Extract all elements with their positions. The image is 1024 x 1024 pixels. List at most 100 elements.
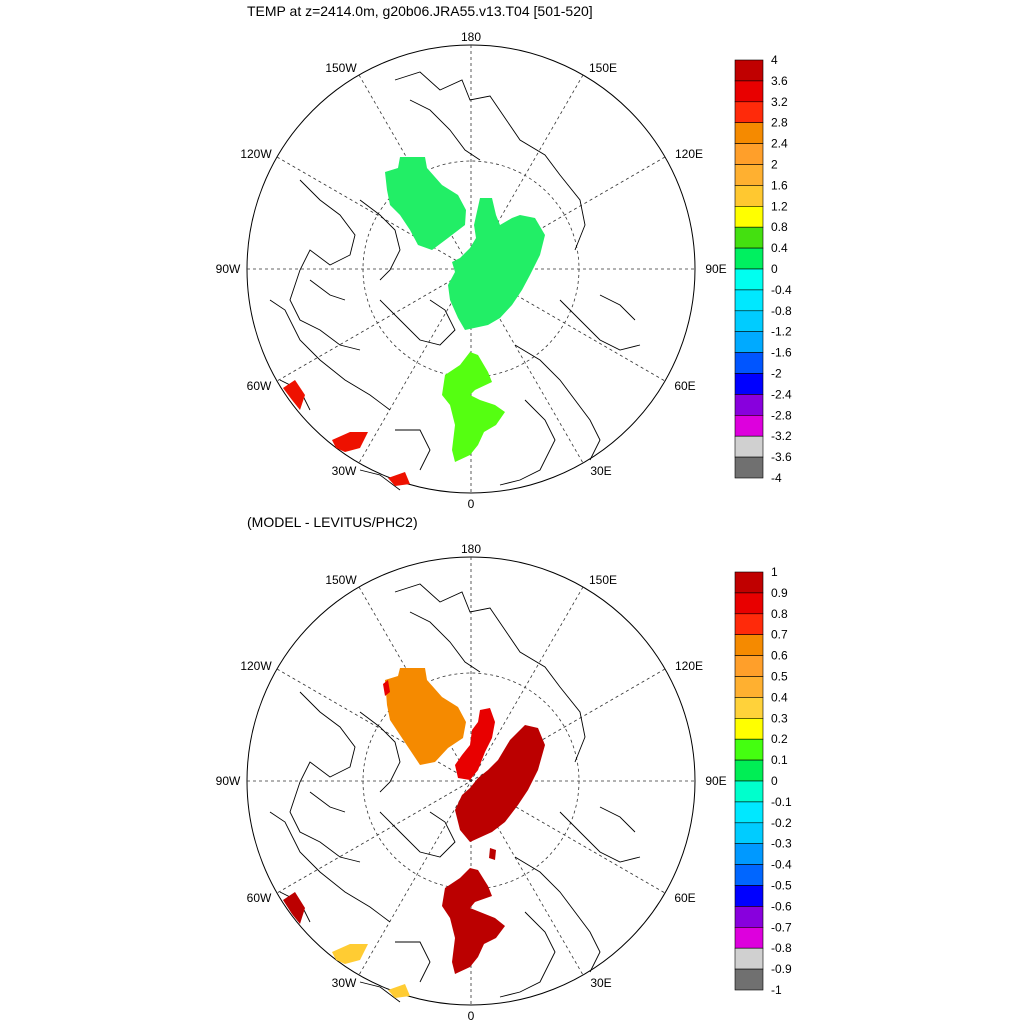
diff-field-2 <box>283 668 545 998</box>
label-30E-1: 30E <box>590 464 611 478</box>
colorbar-swatch <box>734 414 764 437</box>
colorbar-swatch <box>734 885 764 907</box>
colorbar-label: -0.2 <box>771 816 792 830</box>
colorbar-swatch <box>734 822 764 844</box>
colorbar-label: 0.7 <box>771 628 788 642</box>
colorbar-swatch <box>734 289 764 312</box>
diff-patch-nordic <box>442 868 505 974</box>
colorbar-label: 0 <box>771 262 778 276</box>
field-patch-irminger <box>332 432 368 452</box>
field-patch-labrador <box>283 380 305 410</box>
colorbar-label: 1 <box>771 565 778 579</box>
colorbar-swatch <box>734 331 764 353</box>
colorbar-label: 0.1 <box>771 753 788 767</box>
colorbar-label: 2.8 <box>771 116 788 130</box>
label-30W-2: 30W <box>332 976 357 990</box>
colorbar-swatch <box>734 697 764 719</box>
colorbar-swatch <box>734 571 764 594</box>
colorbar-label: -3.2 <box>771 429 792 443</box>
diff-patch-small-dot <box>489 848 496 860</box>
label-60E-2: 60E <box>674 891 695 905</box>
label-120W-1: 120W <box>240 147 272 161</box>
colorbar-swatch <box>734 352 764 374</box>
colorbar-label: -0.7 <box>771 920 792 934</box>
label-180-1: 180 <box>461 30 481 44</box>
colorbar-label: -0.4 <box>771 858 792 872</box>
colorbar-swatch <box>734 717 764 740</box>
colorbar-swatch <box>734 122 764 144</box>
label-60W-1: 60W <box>247 379 272 393</box>
colorbar-label: 1.2 <box>771 199 788 213</box>
field-patch-central <box>448 198 545 330</box>
colorbar-label: 0.2 <box>771 732 788 746</box>
colorbar-label: -0.8 <box>771 941 792 955</box>
colorbar-swatch <box>734 164 764 186</box>
panel1-title: TEMP at z=2414.0m, g20b06.JRA55.v13.T04 … <box>247 3 593 19</box>
diff-patch-beaufort <box>385 668 466 765</box>
colorbar-label: -0.9 <box>771 962 792 976</box>
lon-labels-2: 180 150W 150E 120W 120E 90W 90E 60W 60E … <box>216 542 727 1023</box>
colorbar-swatch <box>734 655 764 677</box>
label-90W-1: 90W <box>216 262 241 276</box>
colorbar-swatch <box>734 456 764 479</box>
colorbar-swatch <box>734 906 764 928</box>
colorbar-label: 4 <box>771 53 778 67</box>
diff-patch-small-red <box>383 680 390 696</box>
label-120E-1: 120E <box>675 147 703 161</box>
colorbar-label: -0.5 <box>771 879 792 893</box>
label-150W-1: 150W <box>325 61 357 75</box>
colorbar-label: 0.9 <box>771 586 788 600</box>
panel2-title: (MODEL - LEVITUS/PHC2) <box>247 514 418 530</box>
temp-field-1 <box>283 157 545 486</box>
diff-patch-iceland <box>388 984 410 998</box>
label-90W-2: 90W <box>216 774 241 788</box>
colorbar-label: -4 <box>771 471 782 485</box>
colorbar-label: -0.3 <box>771 837 792 851</box>
colorbar-swatch <box>734 864 764 886</box>
colorbar-label: -0.8 <box>771 304 792 318</box>
colorbar-2: 1 0.9 0.8 0.7 0.6 0.5 0.4 0.3 0.2 0.1 0 -0.1 -0.2 -0.… <box>734 565 792 997</box>
label-30E-2: 30E <box>590 976 611 990</box>
label-0-2: 0 <box>468 1009 475 1023</box>
colorbar-swatch <box>734 226 764 249</box>
colorbar-label: 0.4 <box>771 241 788 255</box>
colorbar-swatch <box>734 394 764 416</box>
label-150E-1: 150E <box>589 61 617 75</box>
colorbar-swatch <box>734 206 764 228</box>
colorbar-1: 4 3.6 3.2 2.8 2.4 2 1.6 1.2 0.8 0.4 0 -0.4 -0.8 -1.2 -… <box>734 53 792 485</box>
diff-patch-central <box>455 725 545 842</box>
colorbar-swatch <box>734 968 764 991</box>
lon-labels-1: 180 150W 150E 120W 120E 90W 90E 60W 60E … <box>216 30 727 511</box>
field-patch-beaufort <box>385 157 466 250</box>
colorbar-label: 0 <box>771 774 778 788</box>
label-150W-2: 150W <box>325 573 357 587</box>
colorbar-swatch <box>734 80 764 103</box>
colorbar-label: -2.4 <box>771 387 792 401</box>
colorbar-label: 1.6 <box>771 178 788 192</box>
colorbar-swatch <box>734 592 764 615</box>
colorbar-label: 2.4 <box>771 137 788 151</box>
field-patch-nordic <box>442 352 505 462</box>
colorbar-label: -0.1 <box>771 795 792 809</box>
colorbar-swatch <box>734 634 764 656</box>
colorbar-label: -0.4 <box>771 283 792 297</box>
colorbar-label: -3.6 <box>771 450 792 464</box>
colorbar-swatch <box>734 268 764 291</box>
colorbar-label: 0.3 <box>771 711 788 725</box>
label-30W-1: 30W <box>332 464 357 478</box>
field-patch-iceland <box>388 472 410 486</box>
colorbar-label: 2 <box>771 158 778 172</box>
colorbar-label: 0.8 <box>771 220 788 234</box>
colorbar-swatch <box>734 738 764 761</box>
colorbar-label: -1.2 <box>771 325 792 339</box>
colorbar-label: 0.4 <box>771 690 788 704</box>
colorbar-label: -1 <box>771 983 782 997</box>
colorbar-swatch <box>734 926 764 949</box>
polar-map-1: 180 150W 150E 120W 120E 90W 90E 60W 60E … <box>216 30 727 511</box>
colorbar-label: -2 <box>771 367 782 381</box>
colorbar-swatch <box>734 310 764 332</box>
label-60W-2: 60W <box>247 891 272 905</box>
colorbar-swatch <box>734 843 764 865</box>
colorbar-swatch <box>734 373 764 395</box>
colorbar-swatch <box>734 59 764 82</box>
